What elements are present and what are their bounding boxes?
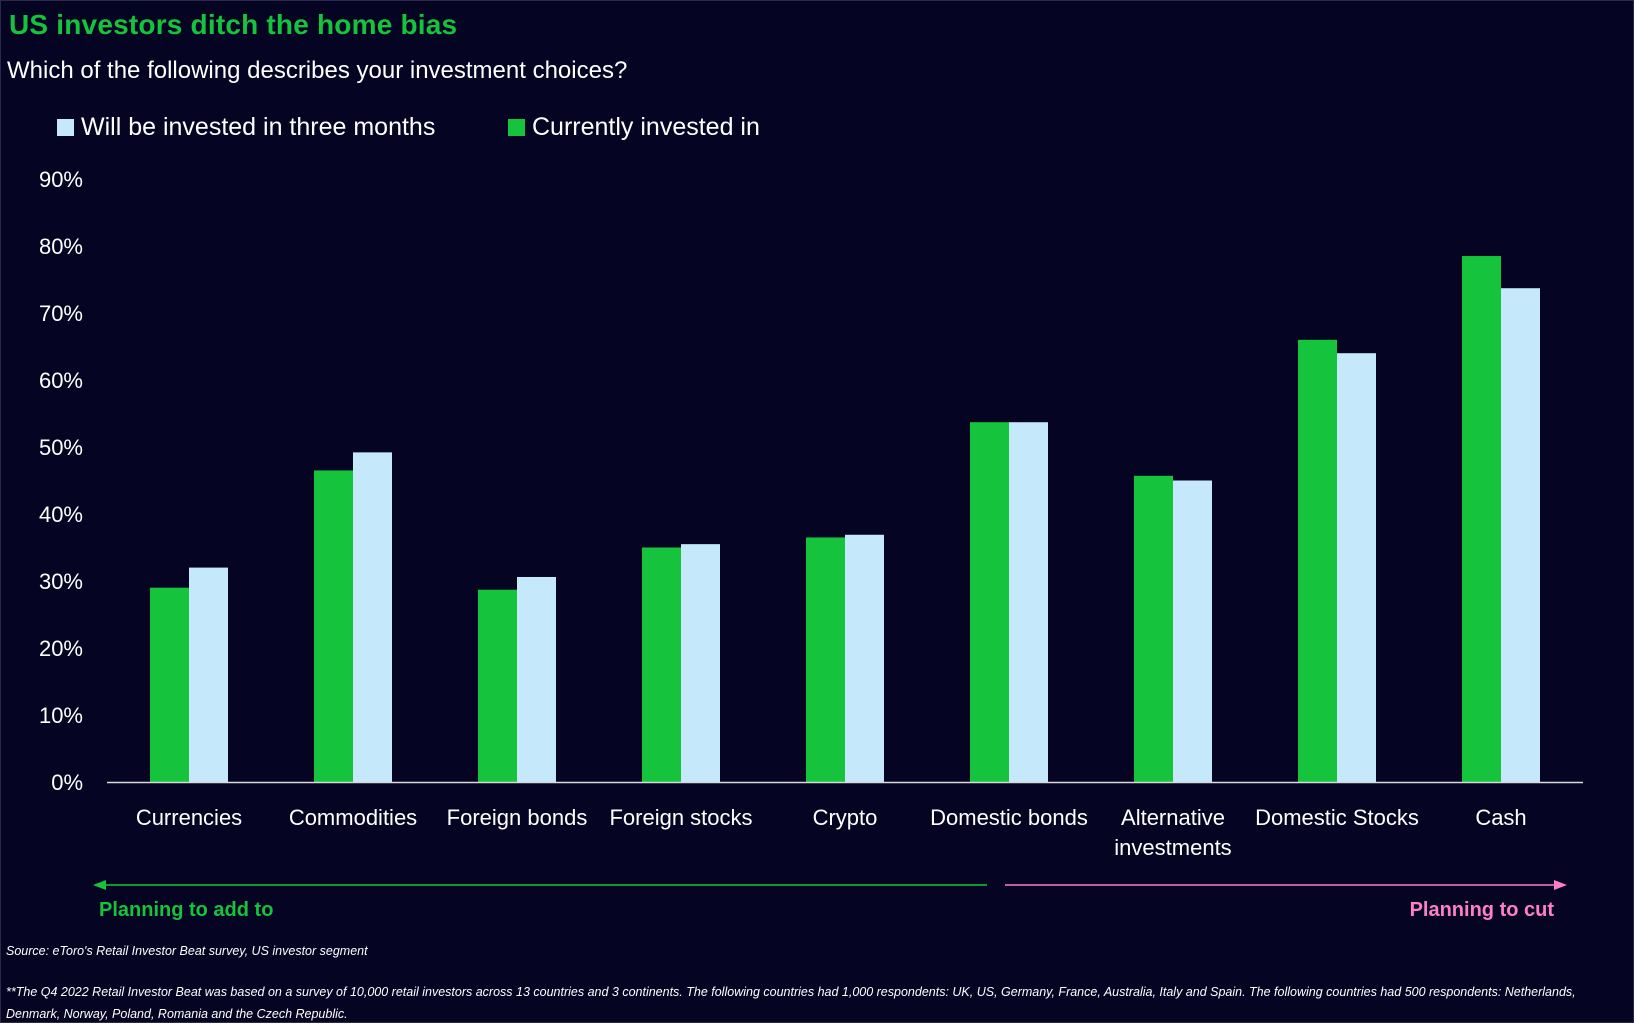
x-tick-label: Alternative investments bbox=[1114, 805, 1231, 860]
bar-currently-invested bbox=[1298, 339, 1337, 782]
bar-currently-invested bbox=[1462, 256, 1501, 782]
bar-will-be-invested bbox=[1173, 480, 1212, 782]
bar-will-be-invested bbox=[1501, 288, 1540, 782]
bar-will-be-invested bbox=[1009, 422, 1048, 782]
legend-swatch-currently-invested bbox=[508, 119, 525, 136]
planning-to-cut-label: Planning to cut bbox=[1409, 899, 1554, 921]
bar-currently-invested bbox=[642, 547, 681, 782]
x-tick-label: Currencies bbox=[136, 805, 242, 830]
y-tick-label: 70% bbox=[39, 301, 83, 326]
legend-label-currently-invested: Currently invested in bbox=[532, 113, 760, 141]
y-tick-label: 40% bbox=[39, 502, 83, 527]
planning-to-add-label: Planning to add to bbox=[99, 899, 274, 921]
chart-title: US investors ditch the home bias bbox=[9, 9, 458, 40]
y-tick-label: 80% bbox=[39, 234, 83, 259]
bar-currently-invested bbox=[314, 470, 353, 782]
bar-will-be-invested bbox=[189, 567, 228, 782]
add-arrow-head bbox=[93, 880, 106, 890]
bar-will-be-invested bbox=[1337, 353, 1376, 782]
y-tick-label: 20% bbox=[39, 636, 83, 661]
legend-swatch-will-be-invested bbox=[57, 119, 74, 136]
legend-item-currently-invested: Currently invested in bbox=[508, 113, 760, 142]
bar-currently-invested bbox=[150, 587, 189, 782]
bar-currently-invested bbox=[970, 422, 1009, 782]
y-tick-label: 50% bbox=[39, 435, 83, 460]
footnote: **The Q4 2022 Retail Investor Beat was b… bbox=[6, 985, 1576, 1021]
x-tick-label: Domestic bonds bbox=[930, 805, 1088, 830]
y-tick-label: 0% bbox=[51, 770, 83, 795]
bar-currently-invested bbox=[806, 537, 845, 782]
x-tick-label: Foreign stocks bbox=[609, 805, 752, 830]
bar-will-be-invested bbox=[681, 544, 720, 782]
y-tick-label: 30% bbox=[39, 569, 83, 594]
source-note: Source: eToro's Retail Investor Beat sur… bbox=[6, 944, 368, 958]
y-tick-label: 90% bbox=[39, 167, 83, 192]
x-tick-label: Foreign bonds bbox=[447, 805, 588, 830]
bar-will-be-invested bbox=[353, 452, 392, 782]
bar-will-be-invested bbox=[517, 576, 556, 782]
y-tick-label: 10% bbox=[39, 703, 83, 728]
x-tick-label: Domestic Stocks bbox=[1255, 805, 1419, 830]
y-tick-label: 60% bbox=[39, 368, 83, 393]
legend-label-will-be-invested: Will be invested in three months bbox=[81, 113, 436, 141]
x-tick-label: Commodities bbox=[289, 805, 417, 830]
bar-currently-invested bbox=[1134, 475, 1173, 782]
bar-will-be-invested bbox=[845, 534, 884, 782]
legend-item-will-be-invested: Will be invested in three months bbox=[57, 113, 435, 142]
chart-subtitle: Which of the following describes your in… bbox=[7, 57, 628, 84]
x-tick-label: Cash bbox=[1475, 805, 1526, 830]
cut-arrow-head bbox=[1554, 880, 1567, 890]
x-tick-label: Crypto bbox=[813, 805, 878, 830]
bar-currently-invested bbox=[478, 589, 517, 782]
